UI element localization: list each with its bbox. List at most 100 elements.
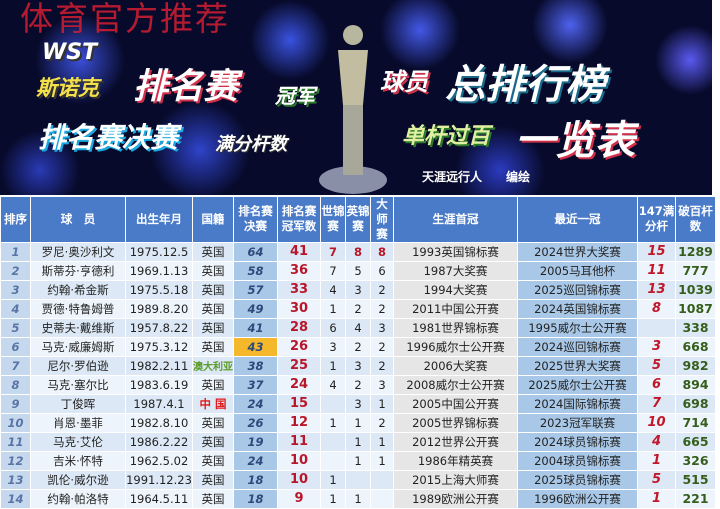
cell-uk: 1 [345, 488, 371, 509]
table-row: 7 尼尔·罗伯逊 1982.2.11 澳大利亚 38 25 1 3 2 2006大奖赛 2025世界… [0, 355, 716, 376]
cell-masters: 6 [370, 260, 394, 281]
cell-cent: 982 [675, 355, 716, 376]
cell-rank: 5 [0, 317, 31, 338]
cell-nat: 英国 [192, 336, 234, 357]
cell-born: 1982.8.10 [125, 412, 193, 433]
cell-wc: 7 [320, 241, 346, 262]
cell-titles: 24 [277, 374, 321, 395]
cell-first: 2006大奖赛 [393, 355, 518, 376]
watermark: 体育官方推荐 [20, 0, 230, 38]
cell-max: 7 [637, 393, 676, 414]
cell-finals: 19 [233, 431, 278, 452]
cell-uk: 1 [345, 450, 371, 471]
cell-cent: 668 [675, 336, 716, 357]
cell-finals: 24 [233, 450, 278, 471]
cell-finals: 18 [233, 488, 278, 509]
cell-nat: 英国 [192, 450, 234, 471]
cell-cent: 326 [675, 450, 716, 471]
cell-born: 1962.5.02 [125, 450, 193, 471]
cell-uk: 2 [345, 374, 371, 395]
banner-line2a: 排名赛决赛 [38, 121, 179, 154]
cell-max: 4 [637, 431, 676, 452]
cell-wc: 6 [320, 317, 346, 338]
cell-first: 2005世界锦标赛 [393, 412, 518, 433]
cell-nat: 英国 [192, 241, 234, 262]
cell-max: 11 [637, 260, 676, 281]
cell-last: 2025世界大奖赛 [517, 355, 638, 376]
trophy-icon [319, 25, 387, 194]
cell-finals: 58 [233, 260, 278, 281]
cell-finals: 26 [233, 412, 278, 433]
cell-last: 2024英国锦标赛 [517, 298, 638, 319]
banner-line4b: 一览表 [515, 118, 635, 164]
cell-titles: 12 [277, 412, 321, 433]
cell-finals: 57 [233, 279, 278, 300]
cell-born: 1987.4.1 [125, 393, 193, 414]
cell-first: 2012世界公开赛 [393, 431, 518, 452]
cell-born: 1975.3.12 [125, 336, 193, 357]
cell-wc: 1 [320, 298, 346, 319]
cell-last: 2024球员锦标赛 [517, 431, 638, 452]
cell-cent: 665 [675, 431, 716, 452]
cell-uk: 3 [345, 393, 371, 414]
cell-born: 1991.12.23 [125, 469, 193, 490]
cell-rank: 6 [0, 336, 31, 357]
table-row: 1 罗尼·奥沙利文 1975.12.5 英国 64 41 7 8 8 1993英国锦标赛 2024世… [0, 241, 716, 262]
cell-last: 2024巡回锦标赛 [517, 336, 638, 357]
cell-born: 1982.2.11 [125, 355, 193, 376]
banner-line1b: 排名赛 [133, 67, 239, 107]
cell-first: 2015上海大师赛 [393, 469, 518, 490]
cell-titles: 36 [277, 260, 321, 281]
cell-max: 10 [637, 412, 676, 433]
header-first-title: 生涯首冠 [393, 196, 518, 243]
header-maximum-147: 147满分杆 [637, 196, 676, 243]
cell-masters [370, 469, 394, 490]
cell-titles: 10 [277, 450, 321, 471]
cell-masters: 2 [370, 279, 394, 300]
header-nationality: 国籍 [192, 196, 234, 243]
cell-first: 1994大奖赛 [393, 279, 518, 300]
table-row: 3 约翰·希金斯 1975.5.18 英国 57 33 4 3 2 1994大奖赛 2025巡回锦标… [0, 279, 716, 300]
cell-masters: 2 [370, 355, 394, 376]
cell-masters: 1 [370, 431, 394, 452]
cell-name: 丁俊晖 [30, 393, 126, 414]
table-row: 12 吉米·怀特 1962.5.02 英国 24 10 1 1 1986年精英赛 2004球员锦标… [0, 450, 716, 471]
cell-first: 2005中国公开赛 [393, 393, 518, 414]
cell-uk: 1 [345, 431, 371, 452]
table-row: 11 马克·艾伦 1986.2.22 英国 19 11 1 1 2012世界公开赛 2024球员锦… [0, 431, 716, 452]
cell-born: 1975.12.5 [125, 241, 193, 262]
cell-first: 1987大奖赛 [393, 260, 518, 281]
cell-uk: 4 [345, 317, 371, 338]
cell-nat: 英国 [192, 279, 234, 300]
cell-rank: 1 [0, 241, 31, 262]
cell-name: 尼尔·罗伯逊 [30, 355, 126, 376]
cell-last: 1995威尔士公开赛 [517, 317, 638, 338]
cell-wc: 7 [320, 260, 346, 281]
cell-name: 肖恩·墨菲 [30, 412, 126, 433]
cell-uk [345, 469, 371, 490]
cell-nat: 英国 [192, 317, 234, 338]
cell-cent: 221 [675, 488, 716, 509]
table-row: 2 斯蒂芬·亨德利 1969.1.13 英国 58 36 7 5 6 1987大奖赛 2005马耳他… [0, 260, 716, 281]
cell-name: 吉米·怀特 [30, 450, 126, 471]
cell-cent: 777 [675, 260, 716, 281]
cell-titles: 9 [277, 488, 321, 509]
cell-last: 2025威尔士公开赛 [517, 374, 638, 395]
cell-wc: 4 [320, 374, 346, 395]
cell-titles: 33 [277, 279, 321, 300]
cell-nat: 中 国 [192, 393, 234, 414]
cell-titles: 30 [277, 298, 321, 319]
cell-titles: 28 [277, 317, 321, 338]
cell-nat: 英国 [192, 412, 234, 433]
cell-last: 2004球员锦标赛 [517, 450, 638, 471]
cell-last: 2024国际锦标赛 [517, 393, 638, 414]
cell-name: 约翰·希金斯 [30, 279, 126, 300]
cell-max: 3 [637, 336, 676, 357]
ranking-table: 排序球 员出生年月 国籍 排名赛决赛 排名赛冠军数 世锦赛 英锦赛 大师赛 生涯首冠 最近一冠 1… [0, 196, 716, 509]
cell-last: 2023冠军联赛 [517, 412, 638, 433]
banner-line1c: 冠军 [275, 84, 315, 108]
cell-born: 1969.1.13 [125, 260, 193, 281]
table-row: 13 凯伦·威尔逊 1991.12.23 英国 18 10 1 2015上海大师赛 2025球员… [0, 469, 716, 490]
cell-finals: 37 [233, 374, 278, 395]
cell-max: 1 [637, 488, 676, 509]
